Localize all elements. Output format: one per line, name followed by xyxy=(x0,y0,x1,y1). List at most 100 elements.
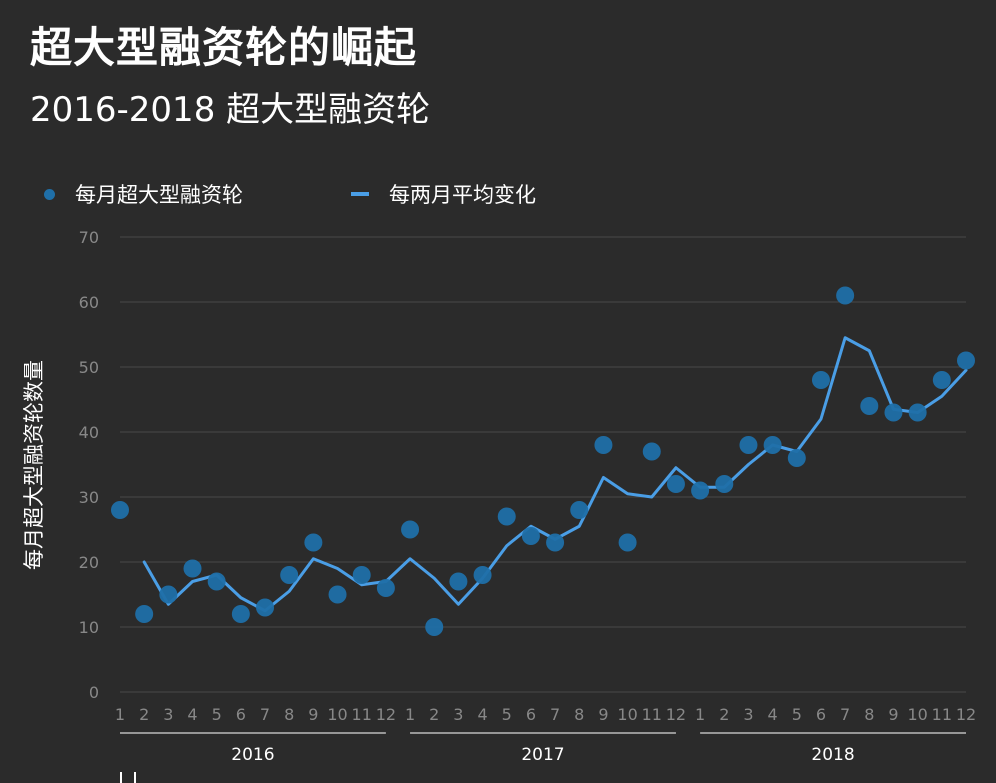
scatter-point xyxy=(836,286,855,305)
average-line xyxy=(142,336,968,613)
x-tick-label: 7 xyxy=(550,705,560,724)
x-tick-label: 8 xyxy=(284,705,294,724)
x-tick-label: 4 xyxy=(187,705,197,724)
x-tick-label: 3 xyxy=(453,705,463,724)
y-axis-ticks: 0 10 20 30 40 50 60 70 xyxy=(79,228,99,702)
chart-subtitle: 2016-2018 超大型融资轮 xyxy=(30,90,431,130)
x-tick-label: 10 xyxy=(327,705,347,724)
scatter-point xyxy=(932,371,951,389)
scatter-point xyxy=(280,566,299,584)
x-tick-label: 2 xyxy=(719,705,729,724)
x-tick-label: 4 xyxy=(477,705,487,724)
scatter-point xyxy=(957,351,975,370)
decorative-mark-icon xyxy=(120,772,136,783)
scatter-point xyxy=(763,436,782,454)
x-tick-label: 3 xyxy=(163,705,173,724)
scatter-point xyxy=(739,436,758,454)
x-tick-label: 12 xyxy=(376,705,396,724)
scatter-point xyxy=(618,533,637,552)
scatter-point xyxy=(376,579,395,597)
y-tick-label: 70 xyxy=(79,228,99,247)
x-tick-label: 6 xyxy=(816,705,826,724)
x-tick-label: 10 xyxy=(617,705,637,724)
x-tick-label: 1 xyxy=(405,705,415,724)
scatter-point xyxy=(594,436,613,454)
scatter-point xyxy=(135,605,154,623)
y-tick-label: 60 xyxy=(79,293,99,312)
scatter-point xyxy=(642,442,661,461)
scatter-point xyxy=(666,475,685,493)
legend-label-scatter: 每月超大型融资轮 xyxy=(75,183,243,207)
scatter-point xyxy=(811,371,830,389)
y-tick-label: 20 xyxy=(79,553,99,572)
grid xyxy=(120,236,966,693)
x-tick-label: 11 xyxy=(642,705,662,724)
x-tick-label: 2 xyxy=(429,705,439,724)
x-axis-years: 2016 2017 2018 xyxy=(120,732,966,765)
x-tick-label: 3 xyxy=(743,705,753,724)
chart-title: 超大型融资轮的崛起 xyxy=(30,23,418,72)
legend-label-line: 每两月平均变化 xyxy=(389,183,536,207)
x-axis-ticks: 1 2 3 4 5 6 7 8 9 10 11 12 1 2 3 4 5 6 7 8 9 10 11 12 1 2 3 4 5 6 7 8 9 1… xyxy=(115,705,976,724)
scatter-point xyxy=(860,397,879,415)
x-tick-label: 8 xyxy=(574,705,584,724)
scatter-point xyxy=(207,572,226,591)
x-tick-label: 4 xyxy=(768,705,778,724)
year-label: 2018 xyxy=(811,745,854,765)
scatter-point xyxy=(352,566,371,584)
scatter-point xyxy=(521,527,540,545)
x-tick-label: 1 xyxy=(115,705,125,724)
scatter-point xyxy=(304,533,323,552)
legend-item-line[interactable]: 每两月平均变化 xyxy=(351,179,536,209)
x-tick-label: 7 xyxy=(840,705,850,724)
y-tick-label: 40 xyxy=(79,423,99,442)
x-tick-label: 12 xyxy=(666,705,686,724)
scatter-point xyxy=(546,533,565,552)
x-tick-label: 5 xyxy=(502,705,512,724)
scatter-point xyxy=(231,605,250,623)
year-label: 2016 xyxy=(231,745,274,765)
y-tick-label: 0 xyxy=(89,683,99,702)
scatter-point xyxy=(787,449,806,467)
average-line-series xyxy=(142,336,968,613)
scatter-point xyxy=(473,566,492,584)
scatter-point xyxy=(908,403,927,422)
x-tick-label: 9 xyxy=(308,705,318,724)
legend-dot-icon xyxy=(44,188,55,200)
scatter-point xyxy=(449,572,468,591)
legend-item-scatter[interactable]: 每月超大型融资轮 xyxy=(44,179,243,209)
x-tick-label: 11 xyxy=(352,705,372,724)
legend-line-icon xyxy=(351,192,369,196)
x-tick-label: 6 xyxy=(236,705,246,724)
scatter-point xyxy=(497,507,516,526)
x-tick-label: 9 xyxy=(598,705,608,724)
x-tick-label: 6 xyxy=(526,705,536,724)
scatter-point xyxy=(111,501,129,519)
scatter-point xyxy=(425,618,444,636)
x-tick-label: 1 xyxy=(695,705,705,724)
scatter-point xyxy=(715,475,734,493)
x-tick-label: 9 xyxy=(888,705,898,724)
x-tick-label: 2 xyxy=(139,705,149,724)
legend: 每月超大型融资轮 每两月平均变化 xyxy=(44,176,644,212)
scatter-point xyxy=(401,520,420,539)
x-tick-label: 11 xyxy=(932,705,952,724)
year-label: 2017 xyxy=(521,745,564,765)
scatter-point xyxy=(570,501,589,519)
scatter-point xyxy=(256,598,275,617)
x-tick-label: 5 xyxy=(792,705,802,724)
scatter-point xyxy=(159,585,178,604)
y-tick-label: 10 xyxy=(79,618,99,637)
x-tick-label: 7 xyxy=(260,705,270,724)
scatter-series xyxy=(111,286,975,636)
scatter-point xyxy=(691,481,710,500)
y-tick-label: 30 xyxy=(79,488,99,507)
x-tick-label: 12 xyxy=(956,705,976,724)
x-tick-label: 5 xyxy=(212,705,222,724)
scatter-point xyxy=(884,403,903,422)
scatter-point xyxy=(183,559,202,578)
scatter-point xyxy=(328,585,347,604)
x-tick-label: 10 xyxy=(907,705,927,724)
x-tick-label: 8 xyxy=(864,705,874,724)
